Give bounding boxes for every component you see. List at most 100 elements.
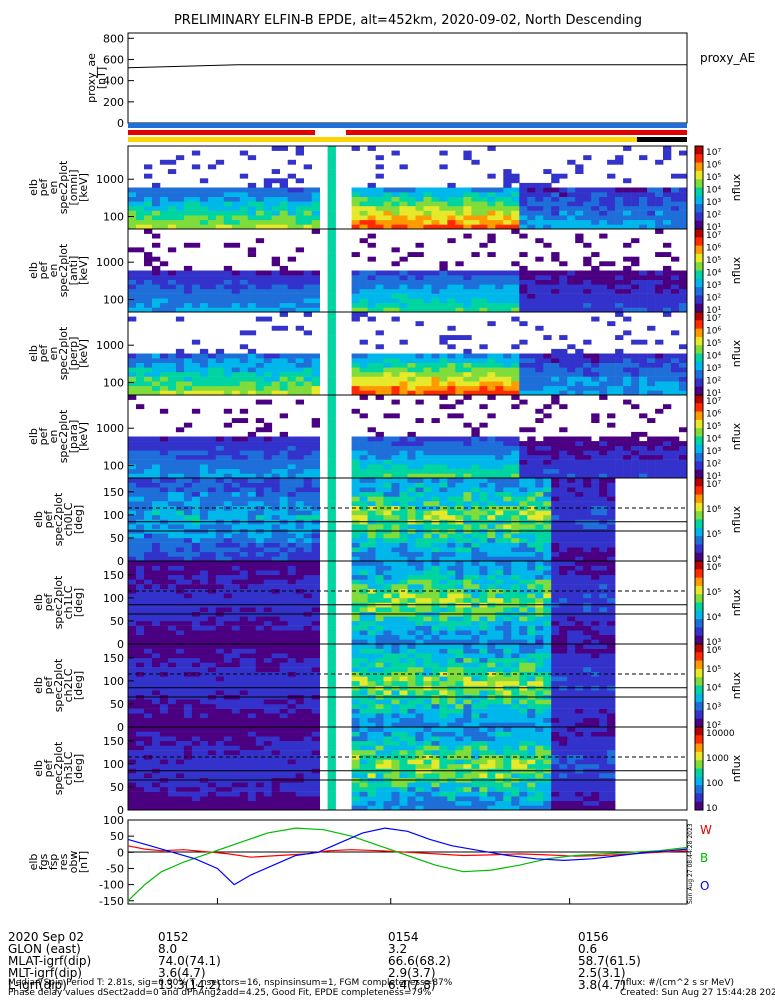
spectrogram-cell [168,626,176,631]
spectrogram-cell [136,303,144,308]
spectrogram-cell [280,215,288,220]
spectrogram-cell [328,464,336,469]
spectrogram-cell [599,487,607,492]
spectrogram-cell [527,284,535,289]
spectrogram-cell [360,377,368,382]
proxy-ae-line [128,65,687,68]
spectrogram-cell [400,294,408,299]
spectrogram-cell [416,275,424,280]
spectrogram-cell [168,367,176,372]
spectrogram-cell [463,381,471,386]
spectrogram-cell [200,543,208,548]
spectrogram-cell [216,377,224,382]
spectrogram-cell [495,524,503,529]
spectrogram-cell [392,538,400,543]
colorbar-step [695,320,703,325]
colorbar-tick-label: 10⁷ [706,231,721,241]
spectrogram-cell [128,247,136,252]
spectrogram-cell [384,280,392,285]
spectrogram-cell [607,552,615,557]
spectrogram-cell [519,211,527,216]
spectrogram-cell [495,552,503,557]
spectrogram-cell [503,616,511,621]
spectrogram-cell [631,340,639,345]
spectrogram-cell [240,188,248,193]
spectrogram-cell [416,321,424,326]
spectrogram-cell [136,584,144,589]
spectrogram-cell [679,344,687,349]
spectrogram-cell [136,372,144,377]
spectrogram-cell [280,441,288,446]
spectrogram-cell [623,358,631,363]
spectrogram-panel: 150100500elbpefspec2plotch0LC[deg]10⁷10⁶… [32,478,743,568]
spectrogram-cell [447,326,455,331]
spectrogram-cell [208,450,216,455]
spectrogram-cell [392,483,400,488]
spectrogram-cell [639,188,647,193]
spectrogram-cell [352,630,360,635]
spectrogram-cell [136,367,144,372]
spectrogram-cell [535,621,543,626]
spectrogram-cell [479,579,487,584]
spectrogram-cell [543,483,551,488]
spectrogram-cell [136,515,144,520]
spectrogram-cell [200,215,208,220]
spectrogram-cell [152,570,160,575]
spectrogram-cell [671,206,679,211]
spectrogram-cell [567,192,575,197]
spectrogram-cell [184,197,192,202]
spectrogram-cell [527,621,535,626]
spectrogram-cell [304,289,312,294]
colorbar-step [695,246,703,251]
spectrogram-cell [623,257,631,262]
spectrogram-cell [503,566,511,571]
spectrogram-cell [583,437,591,442]
spectrogram-cell [615,455,623,460]
spectrogram-cell [647,464,655,469]
spectrogram-cell [176,441,184,446]
spectrogram-cell [232,635,240,640]
spectrogram-cell [527,575,535,580]
spectrogram-cell [176,607,184,612]
spectrogram-cell [439,552,447,557]
spectrogram-cell [583,211,591,216]
spectrogram-cell [543,538,551,543]
spectrogram-cell [136,501,144,506]
colorbar-label: nflux [730,339,743,367]
spectrogram-cell [280,201,288,206]
spectrogram-cell [519,566,527,571]
spectrogram-cell [184,575,192,580]
spectrogram-cell [192,211,200,216]
spectrogram-cell [168,271,176,276]
spectrogram-cell [160,487,168,492]
spectrogram-cell [471,367,479,372]
spectrogram-cell [575,630,583,635]
spectrogram-cell [280,178,288,183]
spectrogram-cell [240,409,248,414]
spectrogram-cell [200,354,208,359]
spectrogram-cell [168,169,176,174]
spectrogram-cell [176,616,184,621]
spectrogram-cell [192,621,200,626]
spectrogram-cell [144,354,152,359]
colorbar-step [695,445,703,450]
spectrogram-cell [328,183,336,188]
spectrogram-cell [312,215,320,220]
spectrogram-cell [328,607,336,612]
spectrogram-cell [208,579,216,584]
spectrogram-cell [535,635,543,640]
spectrogram-cell [631,446,639,451]
colorbar-step [695,437,703,442]
spectrogram-cell [176,363,184,368]
spectrogram-cell [360,238,368,243]
spectrogram-cell [264,386,272,391]
spectrogram-cell [288,630,296,635]
spectrogram-cell [216,561,224,566]
spectrogram-cell [599,358,607,363]
spectrogram-cell [352,146,360,151]
spectrogram-cell [328,450,336,455]
spectrogram-cell [296,192,304,197]
spectrogram-cell [224,367,232,372]
spectrogram-cell [591,515,599,520]
